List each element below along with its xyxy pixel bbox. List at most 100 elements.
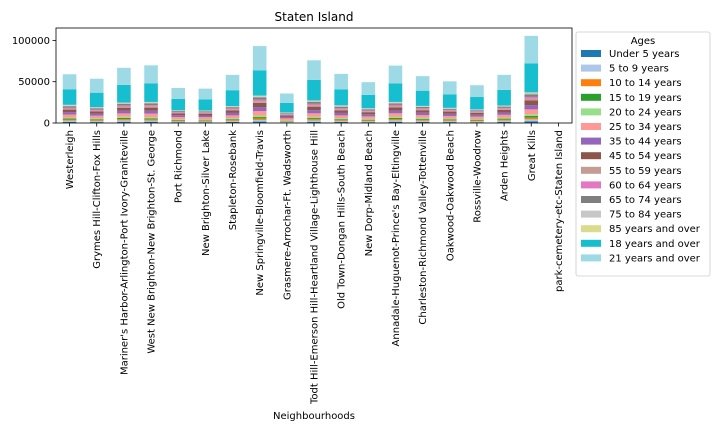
bar-segment-14-5 — [443, 116, 457, 119]
bar-segment-13-13 — [416, 91, 430, 106]
bar-segment-11-6 — [362, 114, 376, 116]
bar-segment-16-10 — [497, 107, 511, 108]
bar-segment-3-3 — [144, 118, 158, 119]
y-tick-label: 100000 — [12, 36, 50, 47]
bar-segment-8-9 — [280, 114, 294, 115]
x-tick-label: Todt Hill-Emerson Hill-Heartland Village… — [310, 130, 321, 405]
legend-swatch — [581, 138, 601, 145]
bar-segment-15-1 — [470, 121, 484, 122]
legend-label: 21 years and over — [609, 253, 701, 264]
bar-segment-1-1 — [90, 121, 104, 122]
legend-label: 25 to 34 years — [609, 122, 682, 133]
legend-swatch — [581, 167, 601, 174]
bar-segment-8-11 — [280, 113, 294, 114]
legend-swatch — [581, 152, 601, 159]
bars-layer — [63, 36, 538, 123]
x-tick-label: New Brighton-Silver Lake — [201, 130, 212, 256]
bar-segment-0-4 — [63, 117, 77, 118]
bar-segment-13-7 — [416, 110, 430, 112]
bar-segment-7-5 — [253, 111, 267, 116]
legend-label: 45 to 54 years — [609, 151, 682, 162]
x-tick-label: Rossville-Woodrow — [472, 130, 483, 223]
bar-segment-2-10 — [117, 104, 131, 105]
legend-swatch — [581, 108, 601, 115]
bar-segment-14-1 — [443, 121, 457, 122]
bar-segment-11-13 — [362, 95, 376, 108]
bar-segment-5-10 — [199, 111, 213, 112]
x-tick-label: park-cemetery-etc-Staten Island — [554, 130, 565, 292]
bar-segment-1-5 — [90, 116, 104, 119]
bar-segment-4-4 — [171, 119, 185, 120]
legend-label: 15 to 19 years — [609, 93, 682, 104]
x-tick-label: Grasmere-Arrochar-Ft. Wadsworth — [282, 130, 293, 300]
bar-segment-17-11 — [524, 93, 538, 94]
bar-segment-13-8 — [416, 109, 430, 110]
bar-segment-6-13 — [226, 90, 240, 106]
bar-segment-14-13 — [443, 94, 457, 108]
bar-segment-10-2 — [334, 120, 348, 121]
bar-segment-15-11 — [470, 110, 484, 111]
bar-segment-15-8 — [470, 112, 484, 113]
bar-segment-17-3 — [524, 116, 538, 118]
bar-segment-13-4 — [416, 118, 430, 119]
bar-segment-11-11 — [362, 109, 376, 110]
bar-segment-5-14 — [199, 89, 213, 100]
bar-segment-4-2 — [171, 121, 185, 122]
bar-segment-1-10 — [90, 108, 104, 109]
bar-segment-13-5 — [416, 115, 430, 118]
legend-swatch — [581, 211, 601, 218]
bar-segment-10-8 — [334, 109, 348, 110]
bar-segment-17-4 — [524, 114, 538, 116]
bar-segment-12-11 — [389, 102, 403, 103]
bar-segment-16-3 — [497, 119, 511, 120]
bar-segment-16-7 — [497, 110, 511, 113]
bar-segment-11-5 — [362, 116, 376, 118]
bar-segment-0-13 — [63, 89, 77, 105]
bar-segment-7-13 — [253, 70, 267, 95]
x-tick-label: Old Town-Dongan Hills-South Beach — [337, 130, 348, 309]
bar-segment-10-5 — [334, 115, 348, 118]
bar-segment-2-8 — [117, 106, 131, 107]
bar-segment-14-2 — [443, 120, 457, 121]
bar-segment-15-2 — [470, 120, 484, 121]
bar-segment-5-3 — [199, 120, 213, 121]
bar-segment-10-10 — [334, 107, 348, 108]
bar-segment-2-2 — [117, 119, 131, 120]
bar-segment-15-9 — [470, 111, 484, 112]
x-tick-label: Charleston-Richmond Valley-Tottenville — [418, 130, 429, 325]
bar-segment-12-7 — [389, 107, 403, 110]
bar-segment-1-7 — [90, 111, 104, 113]
bar-segment-8-8 — [280, 115, 294, 116]
bar-segment-9-7 — [307, 107, 321, 110]
bar-segment-11-9 — [362, 110, 376, 111]
bar-segment-12-5 — [389, 113, 403, 116]
x-tick-label: Mariner's Harbor-Arlington-Port Ivory-Gr… — [119, 130, 130, 375]
bar-segment-15-4 — [470, 119, 484, 120]
legend-label: 60 to 64 years — [609, 180, 682, 191]
bar-segment-5-13 — [199, 99, 213, 110]
bar-segment-5-2 — [199, 121, 213, 122]
bar-segment-7-11 — [253, 96, 267, 97]
bar-segment-16-5 — [497, 115, 511, 118]
bar-segment-9-3 — [307, 118, 321, 119]
x-tick-label: New Springville-Bloomfield-Travis — [255, 130, 266, 296]
x-axis-label: Neighbourhoods — [273, 411, 355, 422]
bar-segment-3-12 — [144, 102, 158, 103]
bar-segment-7-8 — [253, 101, 267, 103]
bar-segment-13-9 — [416, 108, 430, 109]
bar-segment-8-1 — [280, 122, 294, 123]
bar-segment-6-3 — [226, 119, 240, 120]
legend-label: Under 5 years — [609, 49, 680, 60]
bar-segment-0-5 — [63, 114, 77, 117]
bar-segment-7-3 — [253, 117, 267, 118]
legend-label: 20 to 24 years — [609, 107, 682, 118]
bar-segment-14-8 — [443, 111, 457, 112]
bar-segment-2-4 — [117, 117, 131, 118]
bar-segment-4-8 — [171, 113, 185, 114]
bar-segment-5-6 — [199, 115, 213, 117]
bar-segment-13-11 — [416, 106, 430, 107]
bar-segment-11-3 — [362, 120, 376, 121]
bar-segment-9-13 — [307, 80, 321, 100]
